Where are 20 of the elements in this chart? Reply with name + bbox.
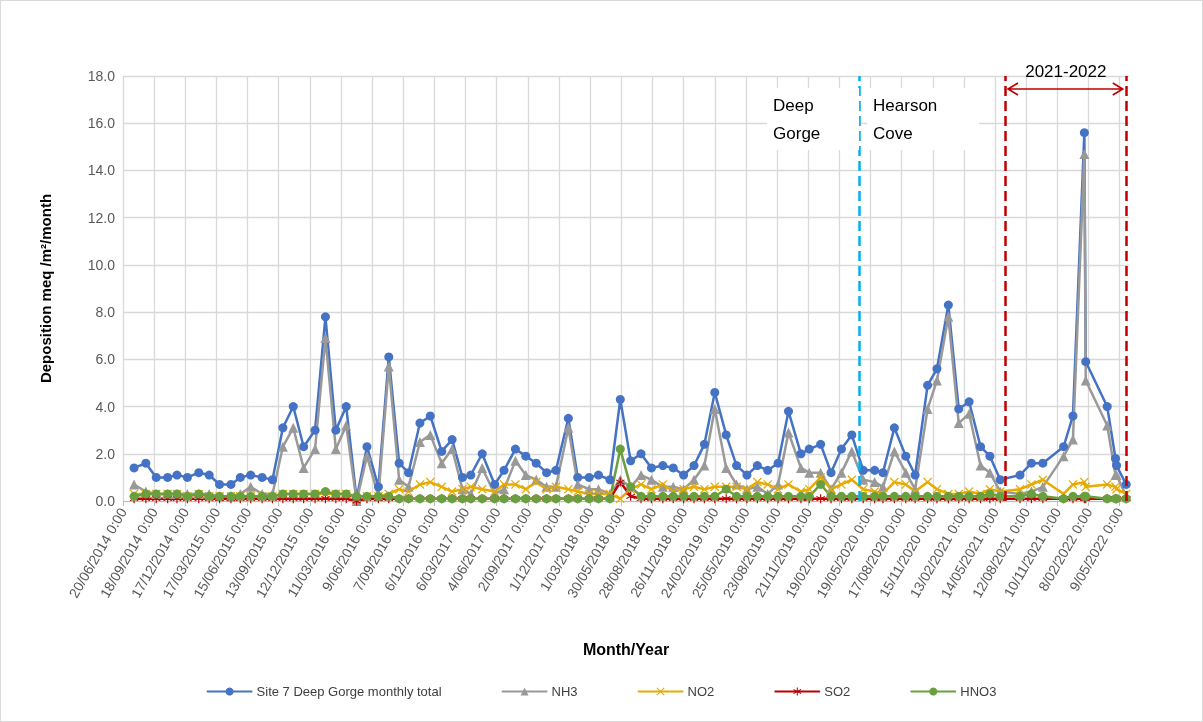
legend-label: SO2 [824, 684, 851, 699]
annotation: Hearson Cove [873, 95, 943, 143]
y-tick-label: 8.0 [95, 304, 116, 321]
y-tick-label: 18.0 [87, 68, 116, 84]
legend-label: HNO3 [960, 684, 997, 699]
annotation: Deep Gorge [773, 95, 821, 143]
annotation: 2021-2022 [1025, 61, 1107, 81]
y-tick-label: 14.0 [87, 162, 116, 179]
y-tick-label: 12.0 [87, 209, 116, 226]
y-tick-label: 0.0 [95, 493, 116, 509]
y-tick-label: 2.0 [95, 445, 116, 462]
y-axis-title: Deposition meq /m²/month [37, 193, 54, 384]
y-tick-label: 6.0 [95, 351, 116, 368]
y-tick-label: 10.0 [87, 256, 116, 273]
legend-label: NH3 [551, 684, 578, 699]
legend-label: NO2 [687, 684, 715, 699]
legend-label: Site 7 Deep Gorge monthly total [256, 684, 442, 699]
y-tick-label: 16.0 [87, 115, 116, 132]
x-axis-title: Month/Year [582, 640, 670, 658]
y-tick-label: 4.0 [95, 398, 116, 415]
